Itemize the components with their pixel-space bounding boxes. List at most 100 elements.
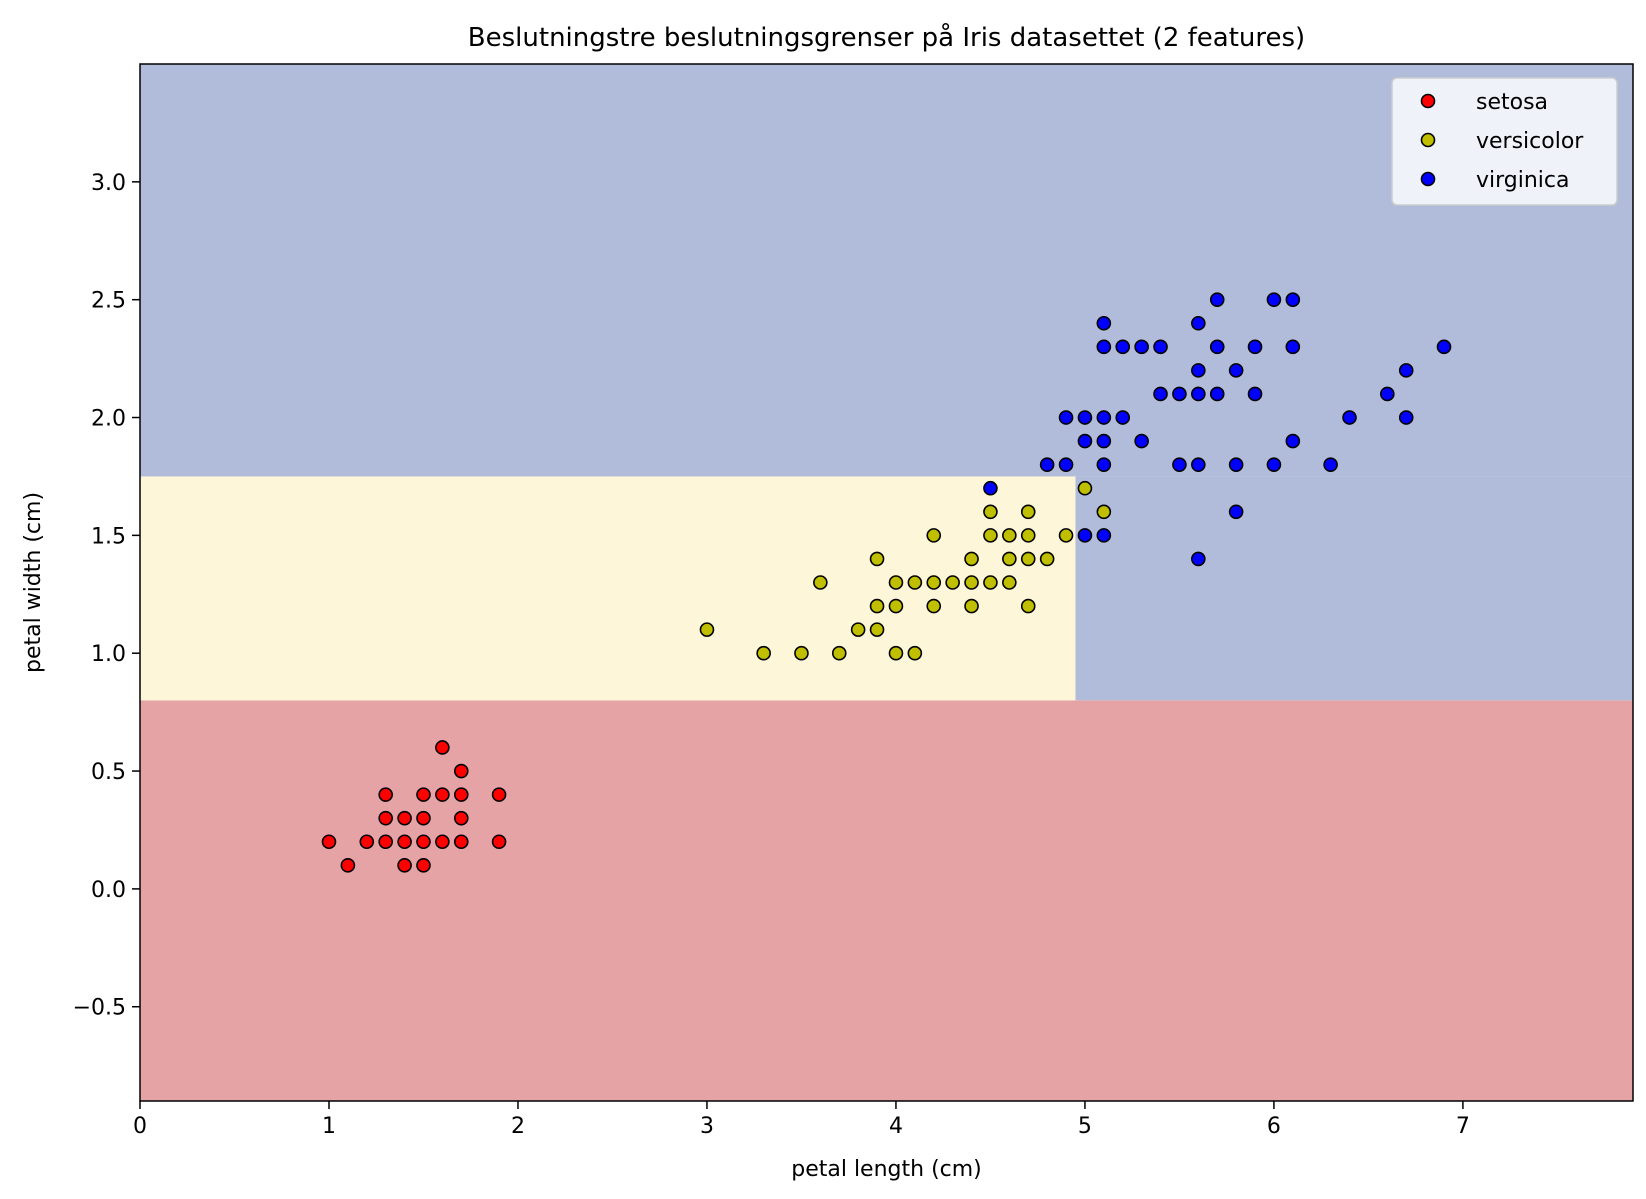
point-setosa-17 — [453, 810, 469, 826]
point-virginica-44 — [1436, 339, 1452, 355]
point-virginica-33 — [1247, 339, 1263, 355]
x-tick-label: 6 — [1267, 1114, 1281, 1139]
point-setosa-10 — [416, 834, 431, 850]
point-setosa-6 — [397, 858, 412, 873]
point-virginica-17 — [1153, 386, 1168, 402]
point-versicolor-25 — [1002, 551, 1017, 567]
point-versicolor-6 — [869, 622, 885, 637]
point-virginica-42 — [1398, 410, 1414, 425]
point-virginica-43 — [1398, 363, 1414, 378]
x-axis-label: petal length (cm) — [791, 1157, 982, 1182]
point-setosa-18 — [453, 787, 469, 802]
point-setosa-9 — [416, 858, 431, 873]
legend-marker-setosa — [1420, 93, 1436, 109]
point-versicolor-27 — [1020, 598, 1036, 614]
point-virginica-28 — [1209, 292, 1225, 307]
point-virginica-15 — [1134, 433, 1149, 449]
point-virginica-36 — [1285, 433, 1301, 449]
x-tick-label: 3 — [700, 1114, 714, 1139]
legend-marker-versicolor — [1420, 132, 1436, 148]
legend-label-versicolor: versicolor — [1476, 129, 1584, 154]
point-virginica-7 — [1096, 528, 1112, 543]
chart-title: Beslutningstre beslutningsgrenser på Iri… — [468, 22, 1305, 53]
y-tick-label: −0.5 — [73, 996, 126, 1021]
point-virginica-37 — [1285, 339, 1301, 355]
point-setosa-16 — [453, 834, 469, 850]
y-tick-label: 2.0 — [91, 407, 126, 432]
point-setosa-1 — [340, 858, 356, 873]
point-virginica-40 — [1342, 410, 1357, 425]
point-versicolor-11 — [888, 575, 904, 590]
scatter-points — [321, 292, 1452, 873]
point-setosa-0 — [321, 834, 337, 850]
point-versicolor-19 — [964, 575, 979, 590]
y-tick-label: 1.5 — [91, 524, 126, 549]
point-versicolor-0 — [699, 622, 715, 637]
point-virginica-35 — [1266, 292, 1282, 307]
point-virginica-11 — [1096, 339, 1112, 355]
point-virginica-1 — [1039, 457, 1055, 472]
point-virginica-38 — [1285, 292, 1301, 307]
point-setosa-3 — [378, 834, 393, 850]
point-virginica-32 — [1247, 386, 1263, 402]
y-tick-label: 3.0 — [91, 171, 126, 196]
point-versicolor-8 — [869, 551, 885, 567]
point-versicolor-18 — [964, 598, 979, 614]
point-versicolor-32 — [1058, 528, 1074, 543]
point-virginica-18 — [1153, 339, 1168, 355]
plot-frame — [139, 63, 1634, 1102]
point-virginica-4 — [1077, 528, 1093, 543]
point-versicolor-12 — [907, 645, 923, 661]
point-virginica-26 — [1209, 386, 1225, 402]
point-versicolor-2 — [794, 645, 809, 661]
legend: setosa versicolor virginica — [1391, 77, 1618, 206]
decision-regions — [140, 64, 1633, 1101]
y-axis-label: petal width (cm) — [21, 492, 46, 673]
point-versicolor-10 — [888, 598, 904, 614]
point-setosa-8 — [397, 810, 412, 826]
point-virginica-13 — [1115, 410, 1131, 425]
point-versicolor-13 — [907, 575, 923, 590]
point-virginica-5 — [1077, 433, 1093, 449]
point-versicolor-4 — [831, 645, 847, 661]
point-versicolor-21 — [983, 575, 998, 590]
point-virginica-34 — [1266, 457, 1282, 472]
point-virginica-9 — [1096, 433, 1112, 449]
point-versicolor-14 — [926, 598, 942, 614]
point-versicolor-20 — [964, 551, 979, 567]
point-setosa-2 — [359, 834, 375, 850]
point-versicolor-22 — [983, 528, 998, 543]
y-axis-ticks: −0.5 0.0 0.5 1.0 1.5 2.0 2.5 3.0 — [73, 171, 140, 1021]
point-versicolor-3 — [813, 575, 828, 590]
y-tick-label: 1.0 — [91, 642, 126, 667]
point-setosa-15 — [435, 740, 450, 755]
point-virginica-19 — [1172, 457, 1187, 472]
point-versicolor-33 — [1077, 480, 1093, 496]
region-setosa-0 — [140, 700, 1633, 1101]
point-virginica-16 — [1134, 339, 1149, 355]
point-setosa-13 — [435, 834, 450, 850]
legend-marker-virginica — [1420, 171, 1436, 187]
x-tick-label: 5 — [1078, 1114, 1092, 1139]
point-virginica-21 — [1191, 551, 1206, 567]
point-versicolor-23 — [983, 504, 998, 520]
y-tick-label: 2.5 — [91, 289, 126, 314]
point-versicolor-28 — [1020, 551, 1036, 567]
point-virginica-31 — [1228, 363, 1244, 378]
point-virginica-14 — [1115, 339, 1131, 355]
point-setosa-4 — [378, 810, 393, 826]
x-tick-label: 0 — [133, 1114, 147, 1139]
point-virginica-8 — [1096, 457, 1112, 472]
point-virginica-10 — [1096, 410, 1112, 425]
legend-box — [1391, 77, 1618, 206]
point-virginica-6 — [1077, 410, 1093, 425]
x-tick-label: 4 — [889, 1114, 903, 1139]
y-tick-label: 0.0 — [91, 878, 126, 903]
point-versicolor-5 — [850, 622, 866, 637]
point-virginica-23 — [1191, 386, 1206, 402]
point-virginica-12 — [1096, 315, 1112, 331]
point-virginica-39 — [1323, 457, 1338, 472]
point-setosa-7 — [397, 834, 412, 850]
point-virginica-27 — [1209, 339, 1225, 355]
